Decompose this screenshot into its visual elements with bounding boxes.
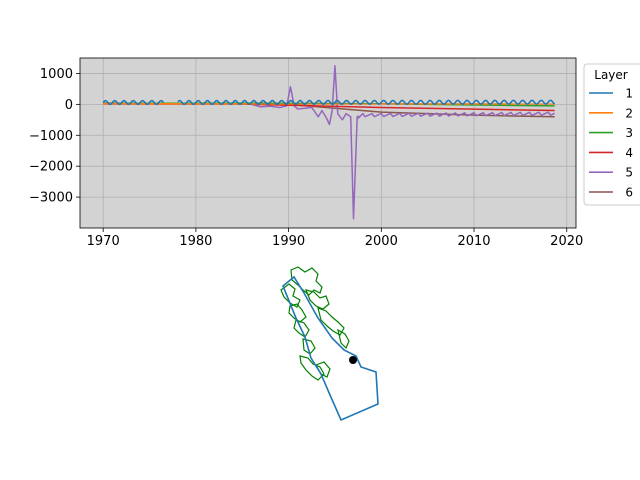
plot-background (80, 58, 576, 228)
plot-frame (79, 57, 577, 229)
watershed-polygon (288, 303, 307, 323)
watershed-polygon (317, 307, 345, 336)
watershed-outlines (280, 266, 350, 381)
x-tick-label: 1970 (87, 234, 120, 249)
legend-label-6: 6 (625, 186, 633, 200)
legend-entries: 1 2 3 4 5 6 (589, 87, 633, 200)
point-marker (349, 356, 357, 364)
watershed-polygon (280, 283, 301, 308)
legend-label-3: 3 (625, 126, 633, 140)
x-axis-ticks: 1970 1980 1990 2000 2010 2020 (87, 228, 583, 249)
legend: Layer 1 2 3 4 5 6 (583, 63, 640, 206)
boundary-outline (282, 275, 379, 422)
y-tick-label: −1000 (29, 129, 73, 144)
watershed-polygon (302, 338, 316, 355)
timeseries-plot: 1970 1980 1990 2000 2010 2020 −3000 −2000 −1000… (29, 57, 583, 249)
legend-label-5: 5 (625, 166, 633, 180)
legend-label-4: 4 (625, 146, 633, 160)
x-tick-label: 1990 (272, 234, 305, 249)
watershed-polygon (305, 289, 330, 310)
legend-label-1: 1 (625, 87, 633, 101)
watershed-polygon (299, 355, 325, 381)
series-line-5 (250, 64, 556, 220)
x-tick-label: 2020 (550, 234, 583, 249)
y-tick-label: −3000 (29, 191, 73, 206)
y-axis-ticks: −3000 −2000 −1000 0 1000 (29, 67, 80, 206)
legend-frame (583, 63, 640, 206)
map-panel (280, 266, 379, 422)
y-tick-label: −2000 (29, 160, 73, 175)
legend-label-2: 2 (625, 106, 633, 120)
watershed-polygon (337, 328, 350, 350)
series-lines (102, 64, 556, 220)
series-line-1 (102, 99, 556, 106)
y-tick-label: 0 (65, 98, 73, 113)
legend-title: Layer (594, 68, 628, 82)
y-tick-label: 1000 (40, 67, 73, 82)
x-tick-label: 1980 (179, 234, 212, 249)
x-tick-label: 2000 (365, 234, 398, 249)
x-tick-label: 2010 (457, 234, 490, 249)
